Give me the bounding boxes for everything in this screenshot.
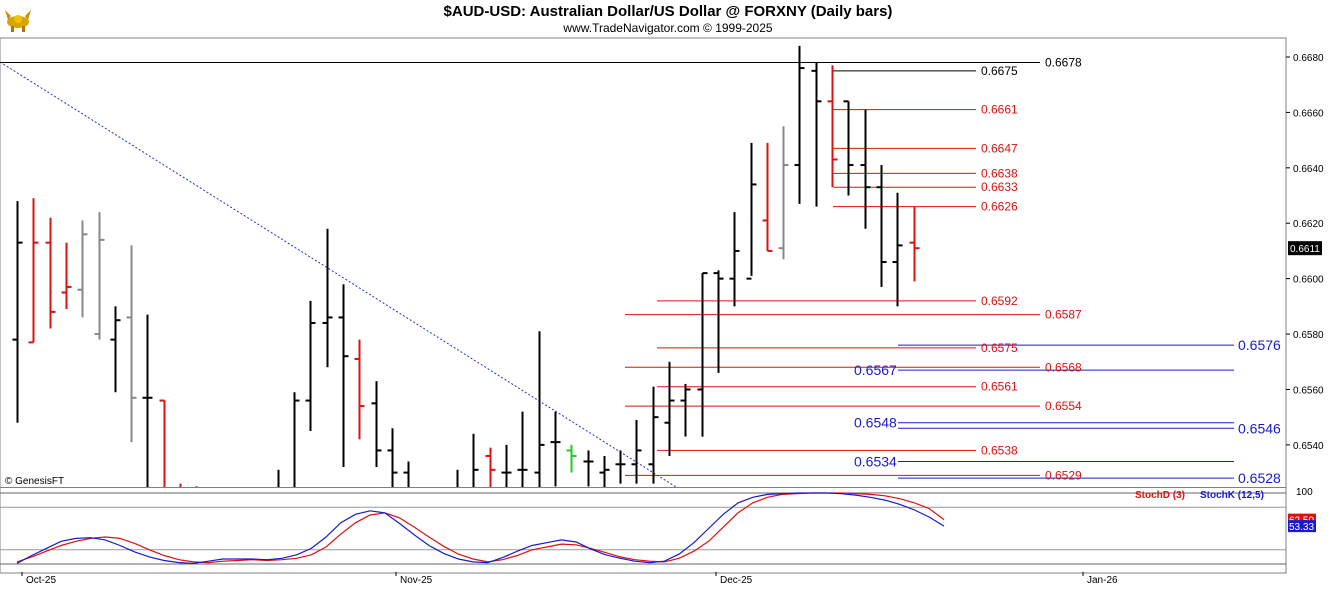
fib-level-label: 0.6576: [1238, 337, 1281, 353]
y-tick-label: 0.6660: [1293, 108, 1324, 119]
y-tick-label: 0.6540: [1293, 441, 1324, 452]
stoch-pane: [0, 492, 1286, 565]
x-tick-label: Jan-26: [1087, 575, 1118, 586]
legend-stochd: StochD (3): [1135, 490, 1185, 501]
y-tick-label: 0.6620: [1293, 219, 1324, 230]
fib-level-label: 0.6661: [981, 103, 1018, 117]
fib-level-label: 0.6568: [1045, 360, 1082, 374]
stochk-value-label: 53.33: [1289, 522, 1314, 533]
fib-level-label: 0.6529: [1045, 468, 1082, 482]
chart-subtitle: www.TradeNavigator.com © 1999-2025: [563, 21, 773, 35]
fib-level-label: 0.6561: [981, 380, 1018, 394]
watermark-text: © GenesisFT: [5, 476, 64, 487]
plot-frame: [0, 37, 1287, 574]
y-tick-label: 0.6640: [1293, 164, 1324, 175]
fib-level-label: 0.6554: [1045, 399, 1082, 413]
y-tick-label: 0.6560: [1293, 385, 1324, 396]
fib-level-label: 0.6675: [981, 64, 1018, 78]
fib-level-label: 0.6567: [854, 362, 897, 378]
fib-level-label: 0.6528: [1238, 470, 1281, 486]
gold-bull-logo: [5, 10, 31, 32]
y-tick-label: 0.6580: [1293, 330, 1324, 341]
price-pane: [0, 45, 1234, 487]
last-price-badge: [1288, 241, 1322, 256]
fib-level-label: 0.6626: [981, 200, 1018, 214]
stochd-line: [16, 492, 945, 564]
fib-level-label: 0.6548: [854, 415, 897, 431]
trendline: [0, 61, 677, 487]
fib-level-label: 0.6534: [854, 454, 897, 470]
fib-level-label: 0.6538: [981, 443, 1018, 457]
x-tick-label: Oct-25: [26, 575, 56, 586]
legend-stochk: StochK (12,5): [1200, 490, 1264, 501]
stochk-badge: [1288, 520, 1316, 533]
stochk-line: [16, 492, 945, 564]
last-price-label: 0.6611: [1290, 244, 1320, 255]
fib-level-label: 0.6592: [981, 294, 1018, 308]
x-tick-label: Nov-25: [400, 575, 433, 586]
chart-title: $AUD-USD: Australian Dollar/US Dollar @ …: [443, 3, 893, 20]
fib-level-label: 0.6546: [1238, 420, 1281, 436]
y-tick-label: 0.6600: [1293, 275, 1324, 286]
fib-level-label: 0.6633: [981, 180, 1018, 194]
fib-level-label: 0.6575: [981, 341, 1018, 355]
fib-level-label: 0.6587: [1045, 308, 1082, 322]
chart-header: $AUD-USD: Australian Dollar/US Dollar @ …: [0, 0, 1336, 38]
stoch-y-tick-label: 100: [1296, 487, 1313, 498]
x-tick-label: Dec-25: [720, 575, 753, 586]
fib-level-label: 0.6638: [981, 166, 1018, 180]
fib-level-label: 0.6647: [981, 141, 1018, 155]
y-tick-label: 0.6680: [1293, 53, 1324, 64]
high-line-label: 0.6678: [1045, 56, 1082, 70]
